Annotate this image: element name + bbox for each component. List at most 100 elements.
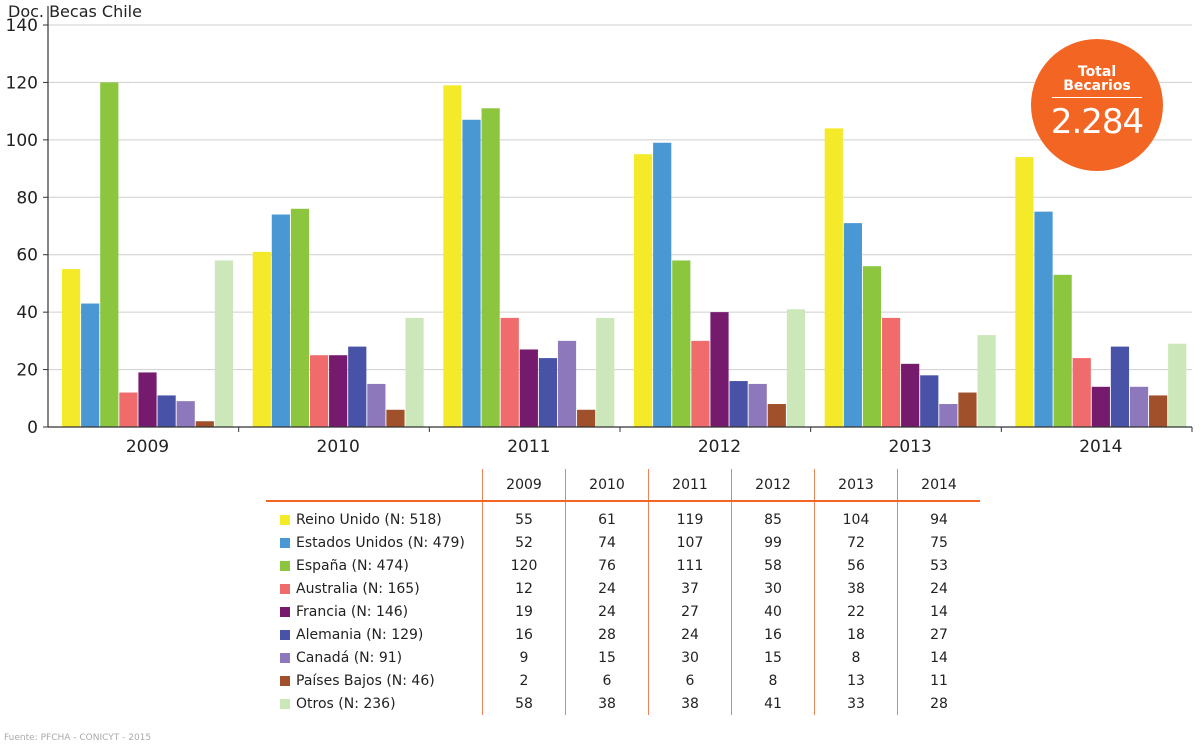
- y-tick-label: 0: [27, 418, 38, 438]
- table-cell: 85: [731, 501, 815, 531]
- table-cell: 41: [731, 692, 815, 715]
- bar-chart: Doc. Becas Chile 0 20 40 60 80 100 120 140 2009…: [6, 2, 1193, 457]
- y-tick-label: 60: [16, 246, 38, 266]
- y-tick-label: 80: [16, 188, 38, 208]
- table-row-label: Francia (N: 146): [266, 600, 483, 623]
- bar: [252, 251, 271, 427]
- bar: [1072, 358, 1091, 427]
- legend-label: Australia (N: 165): [296, 580, 420, 597]
- table-cell: 24: [565, 577, 649, 600]
- table-cell: 18: [814, 623, 898, 646]
- table-row-label: España (N: 474): [266, 554, 483, 577]
- bar: [214, 260, 233, 427]
- bar: [348, 346, 367, 427]
- legend-swatch: [280, 675, 290, 686]
- bar: [386, 409, 405, 427]
- bar: [1053, 274, 1072, 427]
- x-tick-label: 2010: [317, 437, 360, 457]
- table-cell: 24: [565, 600, 649, 623]
- table-cell: 74: [565, 531, 649, 554]
- table-cell: 22: [814, 600, 898, 623]
- bar: [729, 381, 748, 427]
- table-cell: 107: [648, 531, 732, 554]
- bar: [329, 355, 348, 427]
- legend-swatch: [280, 583, 290, 594]
- bar: [62, 269, 81, 427]
- bar: [1110, 346, 1130, 427]
- table-cell: 75: [897, 531, 980, 554]
- table-row-label: Otros (N: 236): [266, 692, 483, 715]
- bar: [786, 309, 805, 427]
- legend-label: Países Bajos (N: 46): [296, 672, 435, 689]
- total-becarios-badge: Total Becarios 2.284: [1031, 39, 1163, 171]
- badge-total-value: 2.284: [1050, 102, 1144, 142]
- table-cell: 2: [482, 669, 566, 692]
- table-cell: 19: [482, 600, 566, 623]
- bar: [824, 128, 843, 427]
- table-cell: 33: [814, 692, 898, 715]
- bar: [290, 208, 310, 427]
- table-cell: 14: [897, 600, 980, 623]
- bars: [62, 82, 1187, 428]
- legend-swatch: [280, 629, 290, 640]
- table-row: Otros (N: 236) 58 38 38 41 33 28: [266, 692, 980, 715]
- table-row-label: Países Bajos (N: 46): [266, 669, 483, 692]
- table-header-year: 2014: [897, 469, 980, 501]
- table-cell: 11: [897, 669, 980, 692]
- table-header-blank: [266, 469, 483, 501]
- bar: [1015, 157, 1034, 428]
- bar: [443, 85, 462, 428]
- legend-label: Estados Unidos (N: 479): [296, 534, 465, 551]
- table-cell: 56: [814, 554, 898, 577]
- table-row: Países Bajos (N: 46) 2 6 6 8 13 11: [266, 669, 980, 692]
- table-cell: 37: [648, 577, 732, 600]
- bar: [1149, 395, 1168, 427]
- table-cell: 6: [648, 669, 732, 692]
- table-row-label: Reino Unido (N: 518): [266, 501, 483, 531]
- table-row: Australia (N: 165) 12 24 37 30 38 24: [266, 577, 980, 600]
- table-header-year: 2011: [648, 469, 732, 501]
- table-cell: 58: [482, 692, 566, 715]
- bar: [691, 340, 710, 427]
- table-body: Reino Unido (N: 518) 55 61 119 85 104 94 Estado…: [266, 501, 980, 715]
- table-cell: 94: [897, 501, 980, 531]
- gridlines: [48, 24, 1192, 371]
- x-tick-label: 2009: [126, 437, 169, 457]
- bar: [176, 401, 195, 427]
- bar: [309, 355, 329, 427]
- y-tick-label: 140: [6, 16, 38, 36]
- table-header-year: 2009: [482, 469, 566, 501]
- table-cell: 30: [648, 646, 732, 669]
- table-cell: 16: [482, 623, 566, 646]
- bar: [901, 363, 920, 427]
- legend-swatch: [280, 514, 290, 525]
- bar: [81, 303, 100, 427]
- legend-swatch: [280, 606, 290, 617]
- legend-swatch: [280, 537, 290, 548]
- y-axis-ticks: 0 20 40 60 80 100 120 140: [6, 16, 48, 438]
- table-cell: 24: [648, 623, 732, 646]
- bar: [862, 266, 882, 427]
- bar: [920, 375, 939, 427]
- table-cell: 9: [482, 646, 566, 669]
- table-cell: 53: [897, 554, 980, 577]
- bar: [271, 214, 290, 427]
- source-note: Fuente: PFCHA - CONICYT - 2015: [4, 733, 152, 743]
- table-cell: 111: [648, 554, 732, 577]
- bar: [500, 317, 519, 427]
- table-cell: 38: [648, 692, 732, 715]
- bar: [596, 317, 615, 427]
- y-tick-label: 100: [6, 131, 38, 151]
- bar: [748, 383, 767, 427]
- bar: [977, 335, 996, 427]
- bar: [138, 372, 157, 427]
- legend-label: Reino Unido (N: 518): [296, 511, 442, 528]
- bar: [557, 340, 577, 427]
- table-cell: 30: [731, 577, 815, 600]
- bar: [672, 260, 691, 427]
- table-cell: 38: [814, 577, 898, 600]
- legend-label: Canadá (N: 91): [296, 649, 403, 666]
- bar: [462, 119, 481, 427]
- table-row: Canadá (N: 91) 9 15 30 15 8 14: [266, 646, 980, 669]
- table-cell: 8: [814, 646, 898, 669]
